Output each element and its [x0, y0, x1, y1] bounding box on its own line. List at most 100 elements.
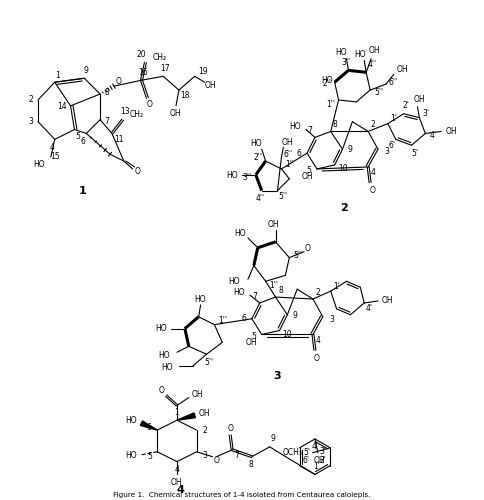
- Text: 9: 9: [292, 312, 297, 320]
- Text: 18: 18: [180, 90, 189, 100]
- Text: HO: HO: [289, 122, 301, 131]
- Text: 1'': 1'': [326, 100, 334, 110]
- Text: 5'': 5'': [203, 358, 212, 366]
- Text: HO: HO: [226, 172, 238, 180]
- Text: 2: 2: [370, 120, 375, 129]
- Text: 4': 4': [429, 131, 436, 140]
- Text: OH: OH: [245, 338, 257, 347]
- Text: 2'': 2'': [253, 152, 262, 162]
- Text: 8: 8: [332, 120, 336, 129]
- Text: 6'': 6'': [387, 78, 396, 86]
- Text: 3'': 3'': [242, 174, 251, 182]
- Text: 8: 8: [248, 460, 253, 469]
- Text: HO: HO: [124, 451, 136, 460]
- Text: 9: 9: [347, 144, 352, 154]
- Text: HO: HO: [234, 230, 245, 238]
- Text: 1'': 1'': [269, 280, 277, 289]
- Text: 6: 6: [241, 314, 246, 323]
- Text: 7: 7: [105, 117, 109, 126]
- Text: HO: HO: [335, 48, 347, 57]
- Text: Figure 1.  Chemical structures of 1-4 isolated from Centaurea calolepis.: Figure 1. Chemical structures of 1-4 iso…: [113, 492, 370, 498]
- Text: 16: 16: [138, 68, 148, 77]
- Text: 6'': 6'': [283, 150, 292, 158]
- Text: O: O: [146, 100, 152, 110]
- Text: 3: 3: [384, 146, 389, 156]
- Text: HO: HO: [320, 76, 332, 84]
- Text: 19: 19: [197, 67, 207, 76]
- Text: HO: HO: [249, 139, 261, 148]
- Text: 11: 11: [114, 135, 123, 144]
- Text: OH: OH: [314, 456, 325, 465]
- Text: 13: 13: [120, 108, 129, 116]
- Text: 3: 3: [329, 315, 333, 324]
- Text: HO: HO: [33, 160, 45, 170]
- Text: 4'': 4'': [367, 60, 376, 69]
- Text: OH: OH: [381, 296, 393, 306]
- Text: 5: 5: [75, 132, 80, 141]
- Text: OH: OH: [367, 46, 379, 55]
- Text: 2: 2: [202, 426, 207, 434]
- Text: 4: 4: [370, 168, 375, 177]
- Text: 2: 2: [315, 288, 319, 296]
- Text: OH: OH: [396, 65, 408, 74]
- Text: HO: HO: [354, 50, 365, 59]
- Text: 10: 10: [337, 164, 347, 173]
- Text: 6': 6': [388, 141, 394, 150]
- Text: OH: OH: [198, 409, 210, 418]
- Text: 4'': 4'': [255, 194, 264, 203]
- Text: 6: 6: [81, 137, 86, 146]
- Text: O: O: [313, 354, 319, 362]
- Text: OH: OH: [192, 390, 203, 399]
- Text: 1': 1': [313, 462, 320, 471]
- Text: OH: OH: [413, 96, 424, 104]
- Text: 1': 1': [390, 114, 396, 123]
- Text: 10: 10: [282, 330, 291, 339]
- Text: OH: OH: [170, 478, 182, 487]
- Text: HO: HO: [194, 294, 205, 304]
- Text: O: O: [116, 76, 121, 86]
- Text: OH: OH: [301, 172, 312, 182]
- Text: HO: HO: [158, 350, 169, 360]
- Text: O: O: [135, 168, 140, 176]
- Text: 3'': 3'': [340, 58, 349, 67]
- Text: 7: 7: [252, 292, 257, 300]
- Text: 5: 5: [251, 332, 256, 341]
- Text: 9: 9: [84, 66, 89, 75]
- Text: OH: OH: [204, 80, 216, 90]
- Text: HO: HO: [233, 288, 244, 296]
- Text: 9: 9: [270, 434, 274, 444]
- Text: HO: HO: [161, 362, 173, 372]
- Text: 6: 6: [296, 148, 301, 158]
- Text: 8: 8: [105, 88, 109, 96]
- Text: 8: 8: [277, 286, 282, 294]
- Text: 2: 2: [29, 96, 33, 104]
- Text: 5': 5': [410, 148, 417, 158]
- Text: O: O: [213, 456, 219, 465]
- Text: 5'': 5'': [293, 251, 302, 260]
- Text: O: O: [368, 186, 374, 195]
- Text: OH: OH: [444, 127, 456, 136]
- Text: 3: 3: [29, 117, 33, 126]
- Text: O: O: [304, 244, 310, 254]
- Text: 3: 3: [273, 371, 281, 381]
- Text: OCH₃: OCH₃: [282, 448, 302, 458]
- Text: 2': 2': [319, 456, 326, 465]
- Text: 1'': 1'': [284, 160, 293, 170]
- Text: 1'': 1'': [217, 316, 227, 325]
- Text: HO: HO: [124, 416, 136, 424]
- Text: CH₂: CH₂: [152, 53, 166, 62]
- Text: 5': 5': [302, 448, 309, 458]
- Text: 6: 6: [147, 422, 151, 432]
- Text: 1: 1: [55, 71, 60, 80]
- Polygon shape: [177, 413, 195, 420]
- Text: 3: 3: [202, 451, 207, 460]
- Text: O: O: [227, 424, 233, 432]
- Polygon shape: [140, 421, 157, 430]
- Text: OH: OH: [281, 138, 292, 147]
- Text: 1': 1': [333, 282, 339, 290]
- Text: 5: 5: [147, 452, 151, 461]
- Text: 3': 3': [319, 448, 326, 456]
- Text: 7: 7: [234, 451, 239, 460]
- Text: HO: HO: [155, 324, 166, 333]
- Text: HO: HO: [228, 277, 240, 286]
